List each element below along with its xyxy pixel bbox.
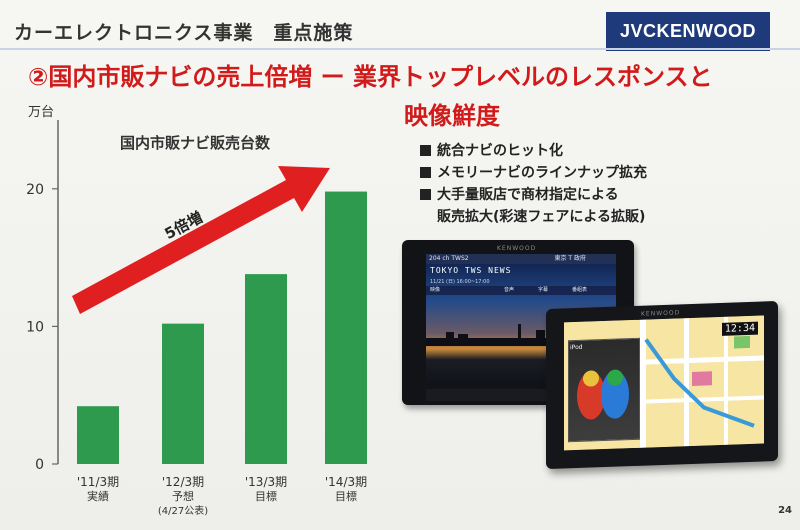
video-panel: [568, 337, 640, 443]
parrot-image: [577, 369, 629, 420]
y-tick-label: 0: [35, 457, 44, 473]
jvckenwood-logo: JVCKENWOOD: [605, 12, 770, 51]
nav-screen-map: iPod 12:34: [564, 315, 764, 451]
bullet-square-icon: [420, 145, 431, 156]
tv-menu-bar: 映像 音声 字幕 番組表: [426, 286, 616, 295]
tv-channel: 204 ch TWS2: [429, 255, 469, 262]
x-category-note: (4/27公表): [158, 504, 208, 517]
bullet-square-icon: [420, 167, 431, 178]
bullet-text: 統合ナビのヒット化: [437, 143, 563, 159]
kenwood-brand-label: KENWOOD: [641, 309, 681, 318]
bullet-text: メモリーナビのラインナップ拡充: [437, 165, 647, 181]
bar: [77, 406, 119, 464]
bar: [162, 323, 204, 464]
bullet-continuation: 販売拡大(彩速フェアによる拡販): [437, 209, 646, 225]
navigation-unit-photo-2: KENWOOD iPod: [546, 300, 778, 470]
growth-arrow-icon: [72, 166, 330, 314]
bullet-item: メモリーナビのラインナップ拡充: [420, 162, 647, 184]
clock-display: 12:34: [721, 321, 758, 336]
strategy-bullet-list: 統合ナビのヒット化 メモリーナビのラインナップ拡充 大手量販店で商材指定による …: [420, 140, 647, 228]
x-category-label: '11/3期: [77, 475, 119, 489]
x-category-label: '13/3期: [245, 475, 287, 489]
bullet-item: 統合ナビのヒット化: [420, 140, 647, 162]
y-tick-label: 20: [26, 182, 44, 198]
y-tick-label: 10: [26, 319, 44, 335]
chart-title: 国内市販ナビ販売台数: [120, 134, 271, 152]
bullet-text: 大手量販店で商材指定による: [437, 187, 619, 203]
tv-program-time: 11/21 (日) 16:00~17:00: [430, 279, 490, 285]
x-category-sublabel: 目標: [255, 489, 277, 503]
kenwood-brand-label: KENWOOD: [497, 245, 537, 252]
tv-program-title: TOKYO TWS NEWS: [430, 266, 512, 275]
x-category-label: '12/3期: [162, 475, 204, 489]
bar: [245, 274, 287, 464]
tv-menu-item: 音声: [504, 287, 515, 293]
tv-menu-item: 字幕: [538, 287, 549, 293]
tv-topbar: 204 ch TWS2 東京 T 政府: [426, 254, 616, 264]
x-category-label: '14/3期: [325, 475, 367, 489]
bullet-item: 大手量販店で商材指定による: [420, 184, 647, 206]
ipod-label: iPod: [570, 343, 583, 352]
section-title: カーエレクトロニクス事業 重点施策: [14, 22, 354, 44]
bullet-square-icon: [420, 189, 431, 200]
header-divider: [0, 48, 800, 50]
page-number: 24: [778, 505, 792, 516]
bar: [325, 191, 367, 464]
y-axis-unit-label: 万台: [28, 105, 54, 120]
tv-menu-item: 映像: [430, 287, 441, 293]
tv-station: 東京 T 政府: [554, 255, 586, 262]
tv-menu-item: 番組表: [572, 287, 588, 293]
x-category-sublabel: 予想: [172, 489, 194, 503]
x-category-sublabel: 目標: [335, 489, 357, 503]
headline-line2: 映像鮮度: [404, 102, 500, 130]
headline: ②国内市販ナビの売上倍増 ー 業界トップレベルのレスポンスと: [28, 63, 713, 91]
x-category-sublabel: 実績: [87, 489, 109, 503]
